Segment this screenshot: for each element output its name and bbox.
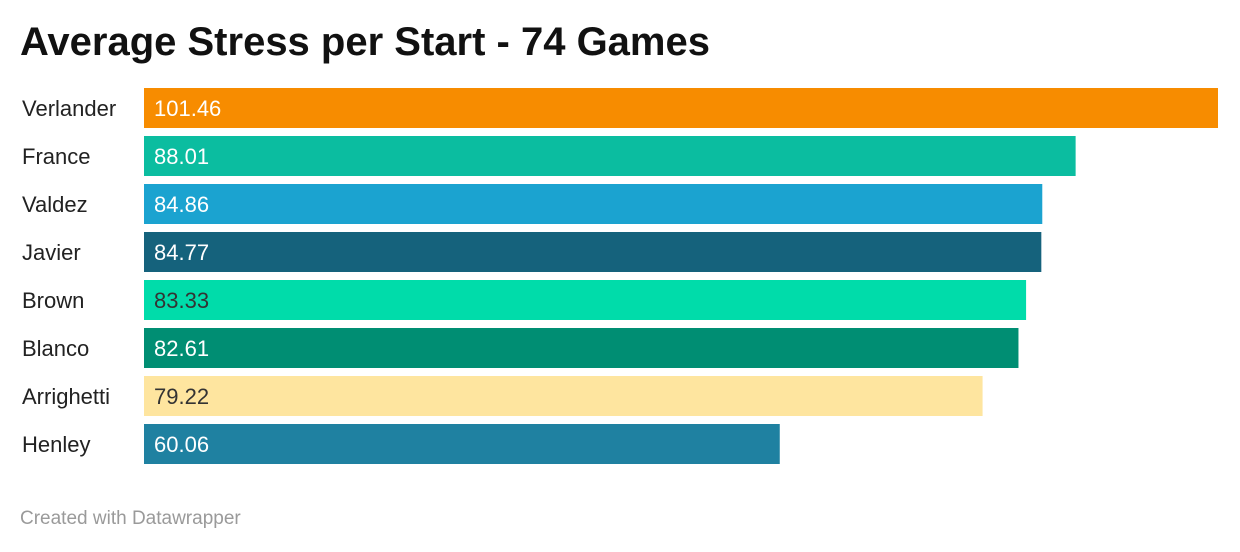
category-label: Arrighetti	[22, 384, 110, 409]
value-label: 82.61	[154, 336, 209, 361]
bar	[144, 376, 983, 416]
bar-chart-svg: Verlander 101.46 France 88.01 Valdez 84.86 Jav…	[22, 88, 1218, 464]
value-label: 84.86	[154, 192, 209, 217]
chart-title: Average Stress per Start - 74 Games	[20, 20, 710, 64]
bar-row: Arrighetti 79.22	[22, 376, 983, 416]
value-label: 84.77	[154, 240, 209, 265]
category-label: Verlander	[22, 96, 116, 121]
bar-row: France 88.01	[22, 136, 1076, 176]
value-label: 79.22	[154, 384, 209, 409]
value-label: 83.33	[154, 288, 209, 313]
value-label: 88.01	[154, 144, 209, 169]
bar	[144, 232, 1042, 272]
value-label: 101.46	[154, 96, 221, 121]
bar-row: Blanco 82.61	[22, 328, 1019, 368]
category-label: Valdez	[22, 192, 88, 217]
category-label: Brown	[22, 288, 84, 313]
bar-row: Brown 83.33	[22, 280, 1027, 320]
bar	[144, 280, 1027, 320]
bar-row: Javier 84.77	[22, 232, 1042, 272]
category-label: Javier	[22, 240, 81, 265]
category-label: Blanco	[22, 336, 89, 361]
bar	[144, 136, 1076, 176]
bar	[144, 424, 780, 464]
datawrapper-credit: Created with Datawrapper	[20, 508, 241, 529]
bar	[144, 88, 1218, 128]
category-label: France	[22, 144, 90, 169]
bar	[144, 184, 1043, 224]
category-label: Henley	[22, 432, 90, 457]
bar	[144, 328, 1019, 368]
value-label: 60.06	[154, 432, 209, 457]
bar-chart: Verlander 101.46 France 88.01 Valdez 84.86 Jav…	[20, 88, 1220, 472]
bar-row: Henley 60.06	[22, 424, 780, 464]
bar-row: Valdez 84.86	[22, 184, 1043, 224]
bar-row: Verlander 101.46	[22, 88, 1218, 128]
